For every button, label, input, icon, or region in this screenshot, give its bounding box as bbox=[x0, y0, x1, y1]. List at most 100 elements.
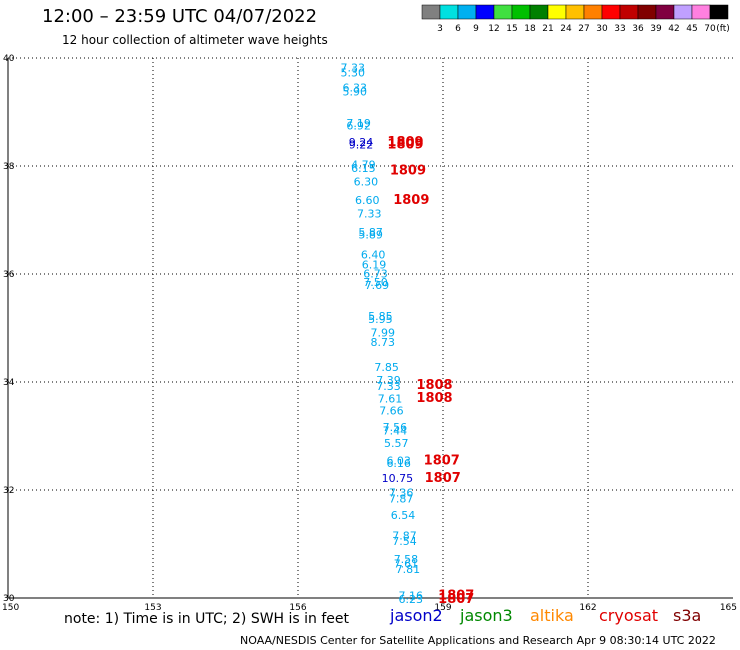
legend-cryosat: cryosat bbox=[599, 606, 659, 625]
color-scale-unit: (ft) bbox=[716, 24, 730, 34]
jason3-data-label: 7.61 bbox=[378, 393, 403, 406]
y-tick-label: 34 bbox=[3, 378, 15, 388]
jason3-data-label: 6.73 bbox=[363, 267, 388, 280]
jason3-data-label: 6.30 bbox=[354, 176, 379, 189]
jason2-data-label: 9.24 bbox=[349, 136, 374, 149]
jason3-data-label: 6.23 bbox=[399, 593, 424, 606]
jason3-data-label: 7.99 bbox=[371, 326, 396, 339]
cryosat-data-label: 1807 bbox=[438, 588, 474, 603]
jason3-data-label: 6.92 bbox=[346, 120, 371, 133]
color-scale-label: 6 bbox=[455, 24, 461, 34]
jason3-data-label: 7.69 bbox=[365, 279, 390, 292]
jason3-data-label: 5.90 bbox=[342, 85, 367, 98]
x-tick-label: 165 bbox=[720, 603, 737, 613]
legend-jason3: jason3 bbox=[460, 606, 513, 625]
jason3-data-label: 7.16 bbox=[399, 589, 424, 602]
x-tick-label: 150 bbox=[2, 603, 19, 613]
y-tick-label: 38 bbox=[3, 162, 15, 172]
chart-subtitle: 12 hour collection of altimeter wave hei… bbox=[62, 33, 328, 47]
color-swatch bbox=[619, 4, 639, 20]
jason3-data-label: 7.33 bbox=[376, 380, 401, 393]
color-swatch bbox=[601, 4, 621, 20]
footer-note: note: 1) Time is in UTC; 2) SWH is in fe… bbox=[64, 611, 350, 627]
color-scale-label: 24 bbox=[560, 24, 572, 34]
legend-jason2: jason2 bbox=[390, 606, 443, 625]
jason3-data-label: 7.19 bbox=[346, 117, 371, 130]
plot-frame bbox=[7, 58, 733, 599]
color-swatch bbox=[709, 4, 729, 20]
jason3-data-label: 7.87 bbox=[392, 529, 417, 542]
jason3-data-label: 7.36 bbox=[389, 487, 414, 500]
color-swatch bbox=[493, 4, 513, 20]
x-tick-label: 156 bbox=[289, 603, 306, 613]
jason3-data-label: 7.39 bbox=[376, 374, 401, 387]
jason3-data-label: 7.85 bbox=[374, 361, 399, 374]
color-swatch bbox=[439, 4, 459, 20]
jason3-data-label: 5.87 bbox=[358, 226, 383, 239]
x-tick-label: 153 bbox=[144, 603, 161, 613]
jason3-data-label: 7.50 bbox=[363, 276, 388, 289]
color-swatch bbox=[529, 4, 549, 20]
color-scale-label: 45 bbox=[686, 24, 697, 34]
y-tick-label: 40 bbox=[3, 54, 15, 64]
plot-grid bbox=[8, 57, 733, 598]
chart-title: 12:00 – 23:59 UTC 04/07/2022 bbox=[42, 6, 318, 27]
jason3-data-label: 8.73 bbox=[371, 336, 396, 349]
color-swatch bbox=[691, 4, 711, 20]
jason3-data-label: 6.33 bbox=[342, 82, 367, 95]
jason3-data-label: 6.16 bbox=[386, 457, 411, 470]
color-scale-label: 33 bbox=[614, 24, 625, 34]
color-swatch bbox=[421, 4, 441, 20]
color-scale-label: 30 bbox=[596, 24, 608, 34]
color-swatch bbox=[565, 4, 585, 20]
jason3-data-label: 6.40 bbox=[361, 249, 386, 262]
jason3-data-label: 7.81 bbox=[396, 563, 421, 576]
color-scale-label: 12 bbox=[488, 24, 499, 34]
jason3-data-label: 7.33 bbox=[341, 62, 366, 75]
y-tick-label: 30 bbox=[3, 594, 15, 604]
color-scale-label: 27 bbox=[578, 24, 589, 34]
color-scale-bar: 3 6 9 12 15 18 21 24 27 30 33 36 39 42 45 70 (ft) bbox=[421, 4, 730, 34]
footer-credit: NOAA/NESDIS Center for Satellite Applica… bbox=[240, 634, 716, 647]
jason3-data-label: 6.54 bbox=[391, 509, 416, 522]
y-tick-label: 32 bbox=[3, 486, 14, 496]
color-swatch bbox=[547, 4, 567, 20]
legend-s3a: s3a bbox=[673, 606, 702, 625]
jason3-data-label: 4.79 bbox=[351, 158, 376, 171]
color-scale-label: 3 bbox=[437, 24, 443, 34]
jason3-data-label: 5.89 bbox=[358, 229, 383, 242]
color-scale-label: 36 bbox=[632, 24, 644, 34]
jason3-data-label: 7.66 bbox=[379, 405, 404, 418]
jason3-data-label: 7.33 bbox=[357, 208, 382, 221]
jason3-data-label: 7.87 bbox=[389, 493, 414, 506]
cryosat-data-label: 1808 bbox=[416, 391, 452, 406]
jason3-data-label: 6.60 bbox=[355, 194, 380, 207]
color-scale-label: 9 bbox=[473, 24, 479, 34]
jason3-data-label: 5.95 bbox=[368, 313, 393, 326]
x-tick-label: 159 bbox=[434, 603, 451, 613]
color-swatch bbox=[673, 4, 693, 20]
color-scale-label: 42 bbox=[668, 24, 679, 34]
jason3-data-label: 7.61 bbox=[394, 557, 419, 570]
jason2-data-label: 10.75 bbox=[382, 472, 414, 485]
color-swatch bbox=[655, 4, 675, 20]
color-swatch bbox=[511, 4, 531, 20]
jason3-data-label: 6.19 bbox=[362, 258, 387, 271]
data-labels: 9.249.2210.75180918091809180918081808180… bbox=[341, 62, 475, 607]
color-scale-label: 39 bbox=[650, 24, 662, 34]
cryosat-data-label: 1809 bbox=[390, 163, 426, 178]
cryosat-data-label: 1807 bbox=[425, 471, 461, 486]
color-swatch bbox=[583, 4, 603, 20]
cryosat-data-label: 1807 bbox=[438, 592, 474, 607]
cryosat-data-label: 1809 bbox=[393, 193, 429, 208]
jason3-data-label: 7.58 bbox=[394, 553, 419, 566]
jason3-data-label: 7.54 bbox=[392, 535, 417, 548]
jason3-data-label: 5.85 bbox=[368, 310, 393, 323]
y-tick-label: 36 bbox=[3, 270, 15, 280]
color-swatch bbox=[475, 4, 495, 20]
cryosat-data-label: 1809 bbox=[387, 135, 423, 150]
jason3-data-label: 6.15 bbox=[351, 162, 376, 175]
jason3-data-label: 7.56 bbox=[383, 421, 408, 434]
